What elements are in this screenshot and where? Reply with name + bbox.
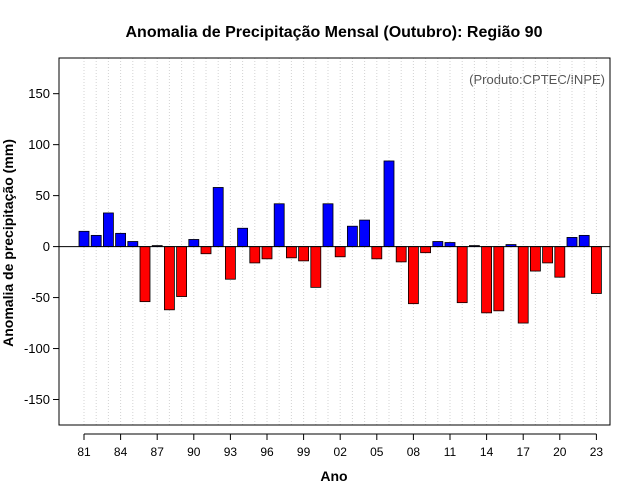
y-tick-label--150: -150 bbox=[24, 392, 50, 407]
bar-89 bbox=[176, 246, 188, 297]
bar-17 bbox=[517, 246, 529, 324]
bar-83 bbox=[103, 212, 114, 247]
x-tick-label-02: 02 bbox=[334, 445, 348, 459]
x-tick-label-08: 08 bbox=[407, 445, 421, 459]
x-tick-label-84: 84 bbox=[114, 445, 128, 459]
bar-91 bbox=[200, 246, 212, 255]
bar-03 bbox=[346, 225, 358, 247]
bar-06 bbox=[383, 160, 395, 247]
source-annotation: (Produto:CPTEC/INPE) bbox=[469, 72, 605, 87]
y-tick-label-100: 100 bbox=[28, 137, 50, 152]
x-axis-title: Ano bbox=[320, 468, 347, 484]
bar-18 bbox=[530, 246, 541, 272]
y-axis-title: Anomalia de precipitação (mm) bbox=[0, 139, 16, 347]
bar-02 bbox=[334, 246, 346, 258]
y-tick-label-150: 150 bbox=[28, 86, 50, 101]
bar-97 bbox=[273, 203, 285, 247]
bar-86 bbox=[139, 246, 151, 303]
bar-82 bbox=[90, 234, 102, 247]
bar-14 bbox=[481, 246, 493, 314]
bar-07 bbox=[395, 246, 407, 263]
x-tick-label-20: 20 bbox=[553, 445, 567, 459]
bar-10 bbox=[432, 241, 444, 247]
x-tick-label-81: 81 bbox=[77, 445, 91, 459]
bar-81 bbox=[78, 230, 90, 247]
y-tick-label--100: -100 bbox=[24, 341, 50, 356]
bar-90 bbox=[188, 239, 200, 247]
bar-85 bbox=[127, 241, 139, 247]
x-tick-label-17: 17 bbox=[517, 445, 531, 459]
bar-01 bbox=[322, 203, 334, 247]
bar-88 bbox=[163, 246, 175, 311]
bar-15 bbox=[493, 246, 505, 312]
x-tick-label-99: 99 bbox=[297, 445, 311, 459]
bar-20 bbox=[554, 246, 566, 278]
y-tick-label-0: 0 bbox=[43, 239, 50, 254]
bar-84 bbox=[115, 232, 126, 247]
y-tick-label-50: 50 bbox=[36, 188, 50, 203]
x-tick-label-11: 11 bbox=[444, 445, 457, 459]
axes: -150 -100 -50 0 50 100 150 81 84 87 90 93 96 99 02 05 08… bbox=[24, 57, 611, 459]
chart-title: Anomalia de Precipitação Mensal (Outubro… bbox=[126, 24, 543, 41]
x-tick-label-05: 05 bbox=[370, 445, 384, 459]
bar-00 bbox=[310, 246, 322, 288]
x-tick-label-96: 96 bbox=[260, 445, 274, 459]
bar-98 bbox=[285, 246, 297, 259]
bar-93 bbox=[224, 246, 236, 280]
bar-96 bbox=[261, 246, 273, 260]
x-tick-label-14: 14 bbox=[480, 445, 494, 459]
bar-05 bbox=[371, 246, 383, 260]
bar-94 bbox=[237, 227, 249, 247]
bar-09 bbox=[420, 246, 432, 254]
bar-23 bbox=[591, 246, 602, 294]
bar-92 bbox=[212, 187, 224, 247]
bar-04 bbox=[359, 219, 371, 247]
bar-95 bbox=[249, 246, 261, 264]
x-tick-label-90: 90 bbox=[187, 445, 201, 459]
bar-99 bbox=[298, 246, 310, 262]
bar-12 bbox=[456, 246, 468, 304]
bar-08 bbox=[407, 246, 419, 305]
x-tick-label-23: 23 bbox=[590, 445, 604, 459]
bar-11 bbox=[444, 242, 456, 247]
bar-22 bbox=[578, 234, 590, 247]
x-tick-label-93: 93 bbox=[224, 445, 238, 459]
plot-frame bbox=[58, 57, 611, 426]
grid-lines bbox=[83, 58, 597, 425]
bar-19 bbox=[542, 246, 553, 264]
bar-21 bbox=[566, 237, 578, 247]
x-tick-label-87: 87 bbox=[151, 445, 165, 459]
y-tick-label--50: -50 bbox=[31, 290, 50, 305]
bars bbox=[78, 160, 602, 324]
